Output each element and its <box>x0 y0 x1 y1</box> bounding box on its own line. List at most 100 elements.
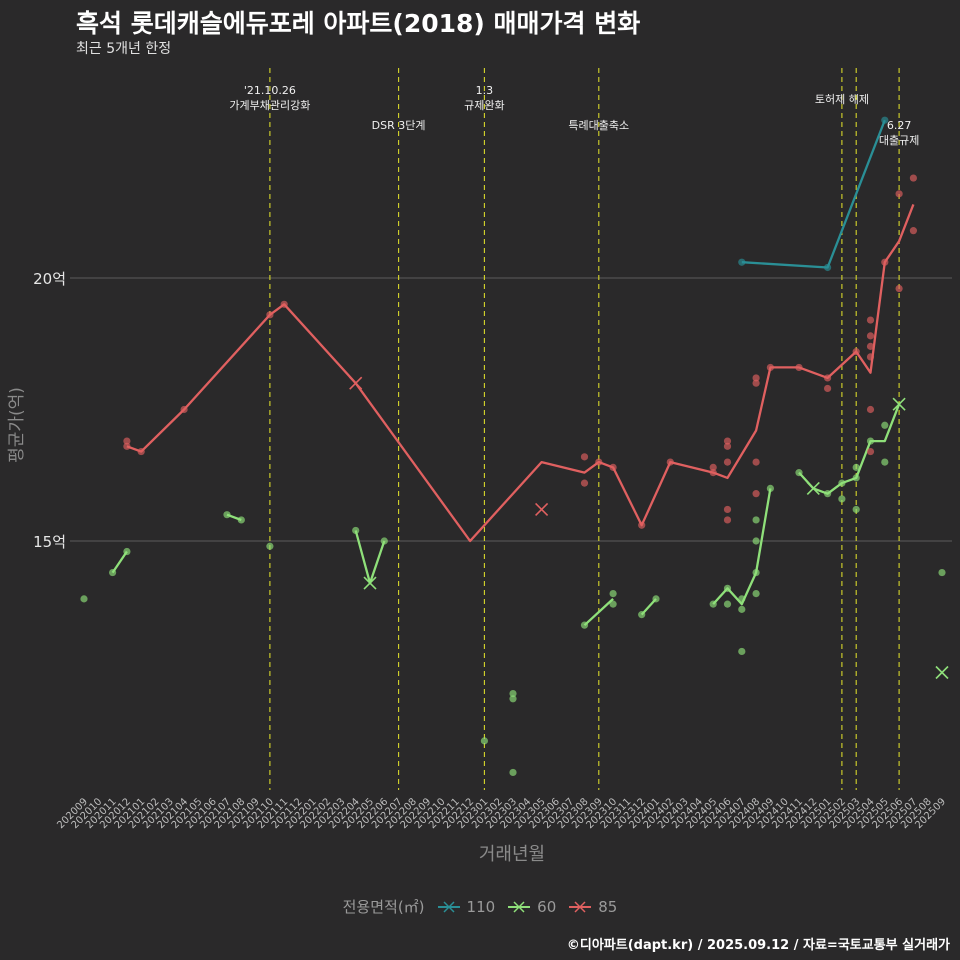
event-label: 1.3 <box>476 84 494 97</box>
series-60-point <box>223 511 231 519</box>
series-85-point <box>866 316 875 324</box>
event-label: DSR 3단계 <box>372 119 426 132</box>
series-85-point <box>866 447 875 456</box>
series-60-point <box>738 605 746 613</box>
legend-item-85: 85 <box>568 898 617 916</box>
series-60-point <box>509 768 517 777</box>
event-label: 6.27 <box>887 119 912 132</box>
series-110-line <box>741 119 886 269</box>
chart-title: 흑석 롯데캐슬에듀포레 아파트(2018) 매매가격 변화 <box>76 9 641 38</box>
series-85-point <box>895 284 903 293</box>
legend-item-110: 110 <box>437 897 496 916</box>
series-85-point <box>909 227 918 235</box>
series-60-point <box>866 437 875 445</box>
series-60-point <box>123 547 131 556</box>
legend-label-60: 60 <box>537 897 557 916</box>
series-60-point <box>752 568 760 577</box>
event-label: 토허제 해제 <box>815 92 869 106</box>
series-60-point <box>938 568 946 577</box>
chart-subtitle: 최근 5개년 한정 <box>76 41 172 57</box>
series-85-point <box>752 374 760 382</box>
series-85-point <box>752 490 760 498</box>
series-60-point <box>752 590 760 598</box>
series-85-point <box>609 463 617 471</box>
series-85-point <box>766 363 775 372</box>
series-60-point <box>852 463 860 471</box>
series-60-point <box>852 505 860 514</box>
event-label: '21.10.26 <box>244 84 296 97</box>
series-60-point <box>838 479 846 487</box>
cross-stroke <box>535 502 549 517</box>
series-85-point <box>881 258 889 266</box>
legend-label-110: 110 <box>466 897 496 916</box>
series-60-point <box>652 595 660 603</box>
series-85-point <box>180 405 188 414</box>
series-60-line <box>583 598 614 627</box>
series-85-point <box>752 458 760 466</box>
series-60-cross-marker <box>935 665 949 680</box>
series-85-point <box>723 505 732 514</box>
series-60-point <box>609 600 617 608</box>
series-85-point <box>866 342 875 350</box>
series-60-point <box>237 516 245 524</box>
series-85-line <box>126 203 915 543</box>
series-85-point <box>895 190 903 198</box>
series-85-point <box>709 463 717 471</box>
series-60-point <box>752 516 760 524</box>
series-85-point <box>723 437 732 445</box>
series-60-line <box>354 530 386 585</box>
series-60-point <box>723 600 732 608</box>
series-60-point <box>609 590 617 598</box>
series-85-point <box>709 469 717 477</box>
series-60-point <box>738 595 746 603</box>
series-85-point <box>580 479 589 487</box>
series-110-point <box>824 263 832 272</box>
series-85-point <box>123 437 131 445</box>
legend-key-85-icon <box>569 900 592 913</box>
legend-title: 전용면적(㎡) <box>342 898 425 916</box>
series-layer <box>80 116 949 777</box>
series-85-point <box>824 374 832 382</box>
series-60-line <box>111 550 128 574</box>
series-85-point <box>866 332 875 340</box>
series-60-point <box>738 647 746 656</box>
series-85-point <box>580 453 589 461</box>
series-60-point <box>352 526 360 535</box>
series-60-point <box>752 537 760 545</box>
series-85-point <box>824 384 832 393</box>
cross-stroke <box>935 665 949 680</box>
series-85-point <box>723 442 732 450</box>
cross-stroke <box>363 576 377 590</box>
axis-layer: 20억15억평균가(억)거래년월202009202010202011202012… <box>7 270 948 865</box>
series-60-point <box>580 621 589 629</box>
event-label: 특례대출축소 <box>568 119 629 132</box>
y-tick-label: 20억 <box>33 270 66 288</box>
legend: 전용면적(㎡) 110 60 85 <box>0 896 960 917</box>
legend-key-60-icon <box>508 900 531 913</box>
series-60-point <box>766 484 775 492</box>
series-60-point <box>852 474 860 482</box>
series-60-point <box>266 542 274 550</box>
series-85-point <box>723 516 732 524</box>
series-85-point <box>595 458 603 466</box>
series-110-point <box>738 258 746 266</box>
series-60-point <box>795 469 803 477</box>
series-85-point <box>280 300 288 308</box>
series-60-point <box>509 689 517 698</box>
series-85-point <box>723 458 732 466</box>
series-85-point <box>638 521 646 529</box>
grid-layer <box>70 277 952 542</box>
series-85-point <box>137 447 145 456</box>
series-60-point <box>480 737 488 745</box>
series-85-point <box>866 405 875 414</box>
series-85-point <box>852 348 860 356</box>
series-60-cross-marker <box>806 481 820 495</box>
series-85-point <box>123 442 131 450</box>
cross-stroke <box>349 376 363 390</box>
y-tick-label: 15억 <box>33 533 66 551</box>
series-60-point <box>509 695 517 703</box>
series-85-point <box>752 379 760 387</box>
event-label: 가계부채관리강화 <box>229 99 310 112</box>
